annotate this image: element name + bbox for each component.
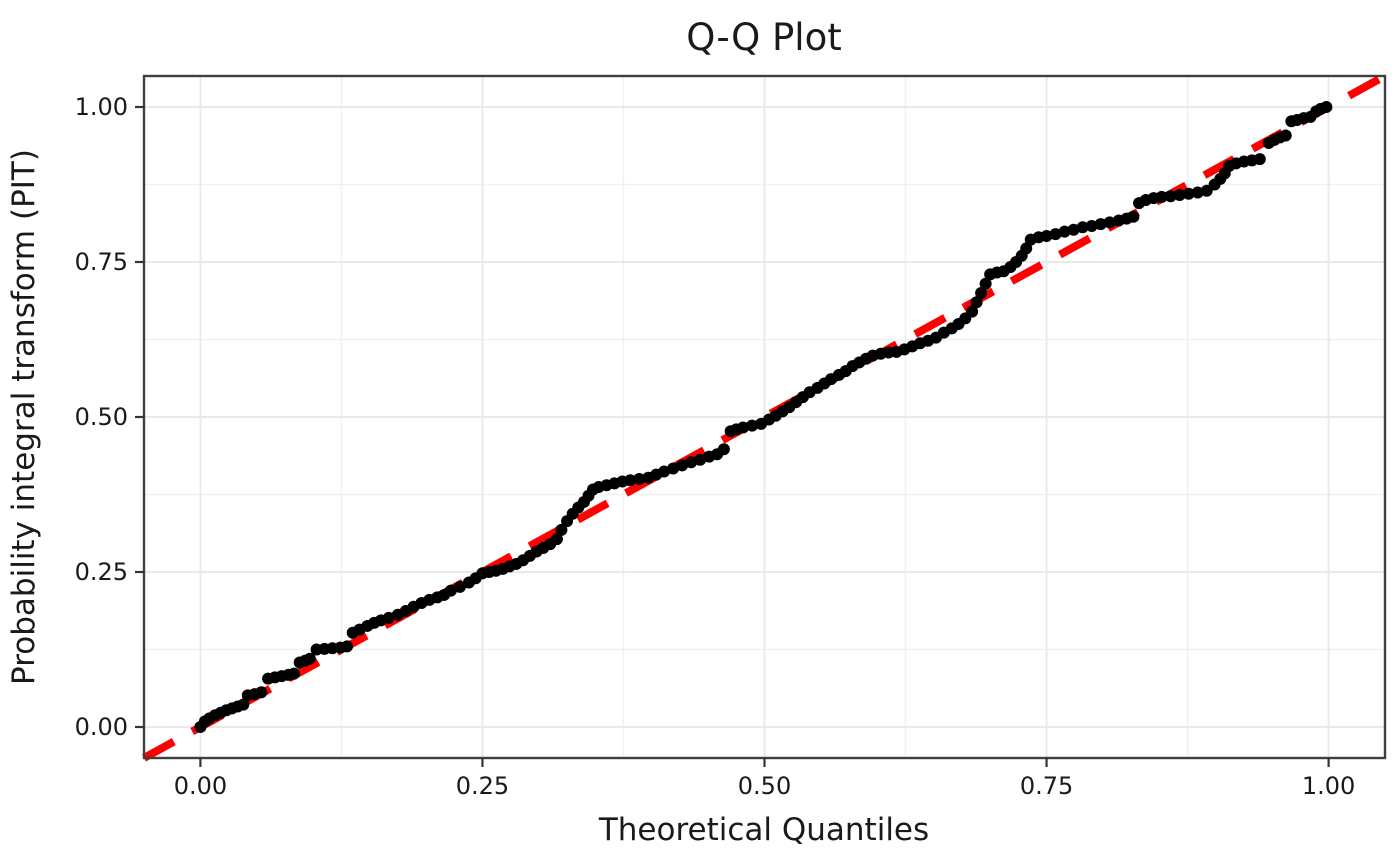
data-point — [970, 296, 983, 309]
y-axis-title: Probability integral transform (PIT) — [6, 149, 42, 685]
plot-title: Q-Q Plot — [686, 16, 841, 59]
x-tick-label: 0.50 — [738, 772, 791, 800]
data-point — [453, 580, 466, 593]
data-point — [341, 640, 354, 653]
data-point — [1173, 189, 1186, 202]
data-point — [1182, 187, 1195, 200]
data-point — [1191, 186, 1204, 199]
data-point — [717, 443, 730, 456]
data-point — [382, 611, 395, 624]
data-point — [633, 473, 646, 485]
data-point — [1094, 218, 1107, 231]
data-point — [1320, 101, 1333, 113]
data-point — [1127, 210, 1140, 223]
y-tick-label: 0.75 — [75, 248, 128, 276]
x-tick-label: 0.00 — [174, 772, 227, 800]
data-point — [1279, 129, 1292, 142]
data-point — [1040, 229, 1053, 242]
data-point — [746, 419, 759, 432]
tick-marks — [135, 105, 1330, 767]
data-point — [658, 465, 671, 478]
data-point — [966, 305, 979, 318]
data-point — [1155, 190, 1168, 203]
data-point — [237, 698, 250, 711]
y-tick-label: 0.25 — [75, 558, 128, 586]
data-point — [667, 462, 680, 475]
data-point — [444, 584, 457, 597]
data-point — [1085, 220, 1098, 233]
x-axis-title: Theoretical Quantiles — [598, 812, 929, 848]
x-tick-label: 0.25 — [456, 772, 509, 800]
data-point — [1067, 223, 1080, 236]
data-point — [975, 287, 988, 299]
data-point — [1076, 221, 1089, 234]
y-tick-label: 0.00 — [75, 713, 128, 741]
data-point — [255, 686, 268, 699]
data-point — [1049, 228, 1062, 241]
data-point — [1253, 153, 1266, 166]
data-point — [1058, 225, 1071, 238]
data-point — [737, 421, 750, 434]
qq-points — [194, 101, 1333, 733]
data-point — [1164, 190, 1177, 203]
data-point — [694, 453, 707, 466]
data-point — [288, 667, 301, 680]
major-gridlines — [144, 76, 1385, 758]
data-point — [979, 277, 992, 290]
data-point — [303, 652, 316, 665]
data-point — [676, 459, 689, 472]
data-point — [624, 474, 637, 487]
data-point — [555, 523, 568, 536]
y-tick-label: 1.00 — [75, 93, 128, 121]
data-point — [550, 533, 563, 546]
x-tick-label: 1.00 — [1302, 772, 1355, 800]
tick-labels: 0.00 0.25 0.50 0.75 1.00 0.00 0.25 0.50 0.75 1.00 — [75, 93, 1356, 800]
data-point — [1103, 216, 1116, 229]
x-tick-label: 0.75 — [1020, 772, 1073, 800]
data-point — [685, 456, 698, 469]
y-tick-label: 0.50 — [75, 403, 128, 431]
